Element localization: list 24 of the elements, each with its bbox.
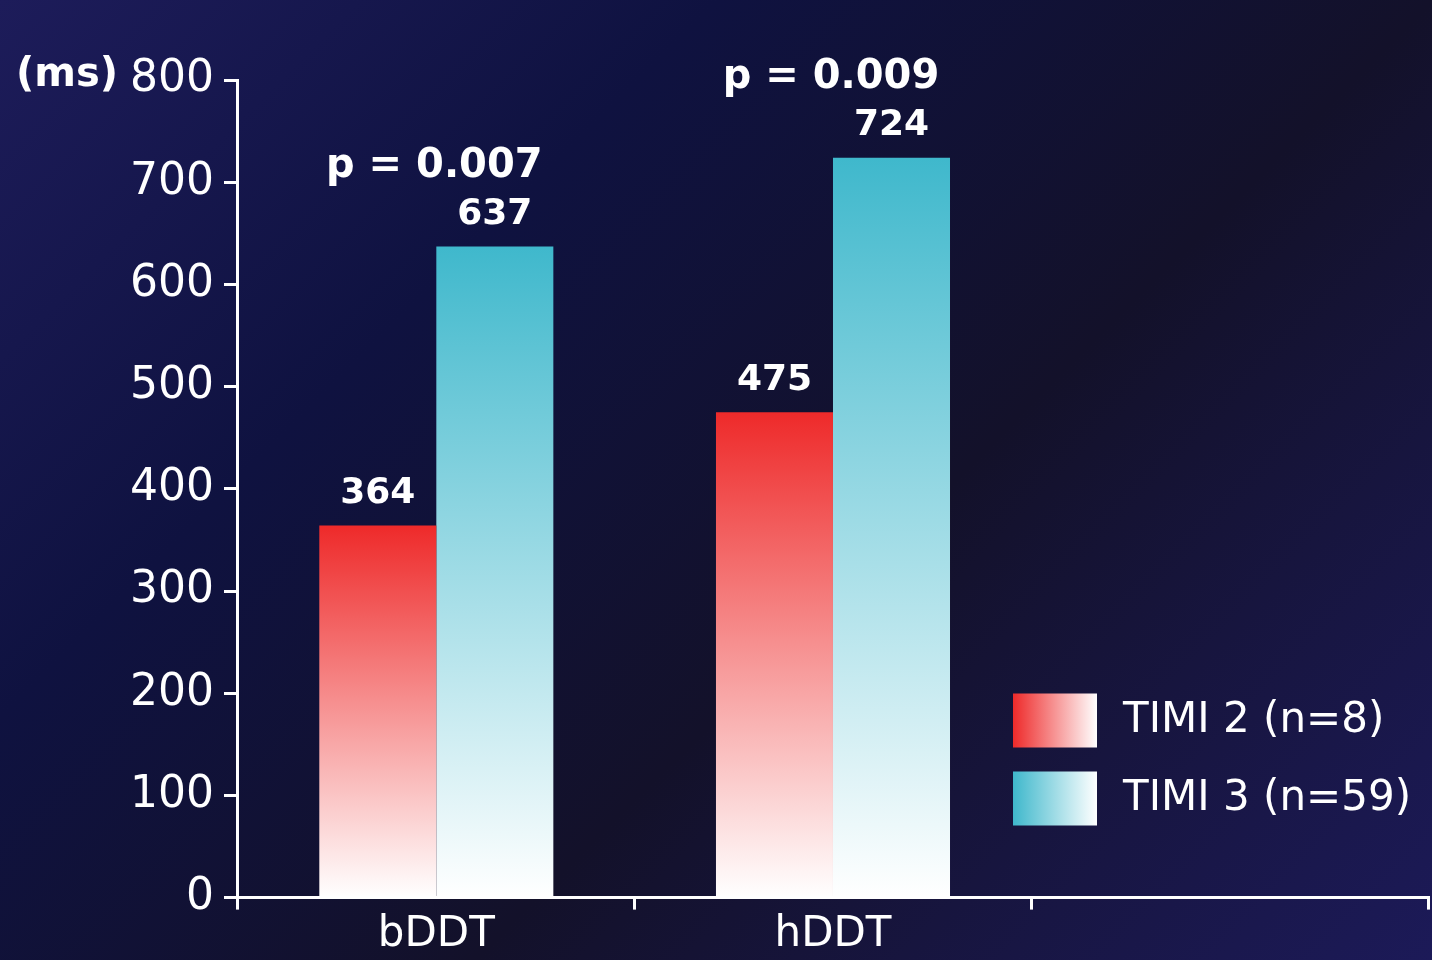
bar: [715, 412, 833, 897]
legend-label: TIMI 3 (n=59): [1122, 770, 1412, 820]
y-tick-label: 300: [130, 561, 214, 613]
y-tick-label: 700: [130, 152, 214, 204]
x-tick-label: hDDT: [774, 906, 892, 956]
y-tick-label: 100: [130, 765, 214, 817]
bar: [436, 246, 554, 897]
x-tick-label: bDDT: [377, 906, 496, 956]
data-label: 364: [340, 469, 416, 511]
legend-label: TIMI 2 (n=8): [1122, 692, 1385, 742]
y-axis-title: (ms): [15, 49, 118, 96]
bar: [319, 525, 437, 897]
bar: [832, 157, 951, 897]
y-tick-label: 600: [130, 254, 214, 306]
y-tick-label: 200: [130, 663, 214, 715]
data-label: 724: [853, 102, 930, 144]
y-tick-label: 500: [130, 357, 214, 409]
data-label: 637: [457, 190, 533, 232]
annotation: p = 0.009: [722, 51, 940, 98]
annotation: p = 0.007: [326, 139, 543, 186]
data-label: 475: [736, 356, 813, 398]
y-tick-label: 400: [130, 459, 214, 511]
y-tick-label: 0: [185, 868, 214, 920]
y-tick-label: 800: [130, 50, 214, 102]
